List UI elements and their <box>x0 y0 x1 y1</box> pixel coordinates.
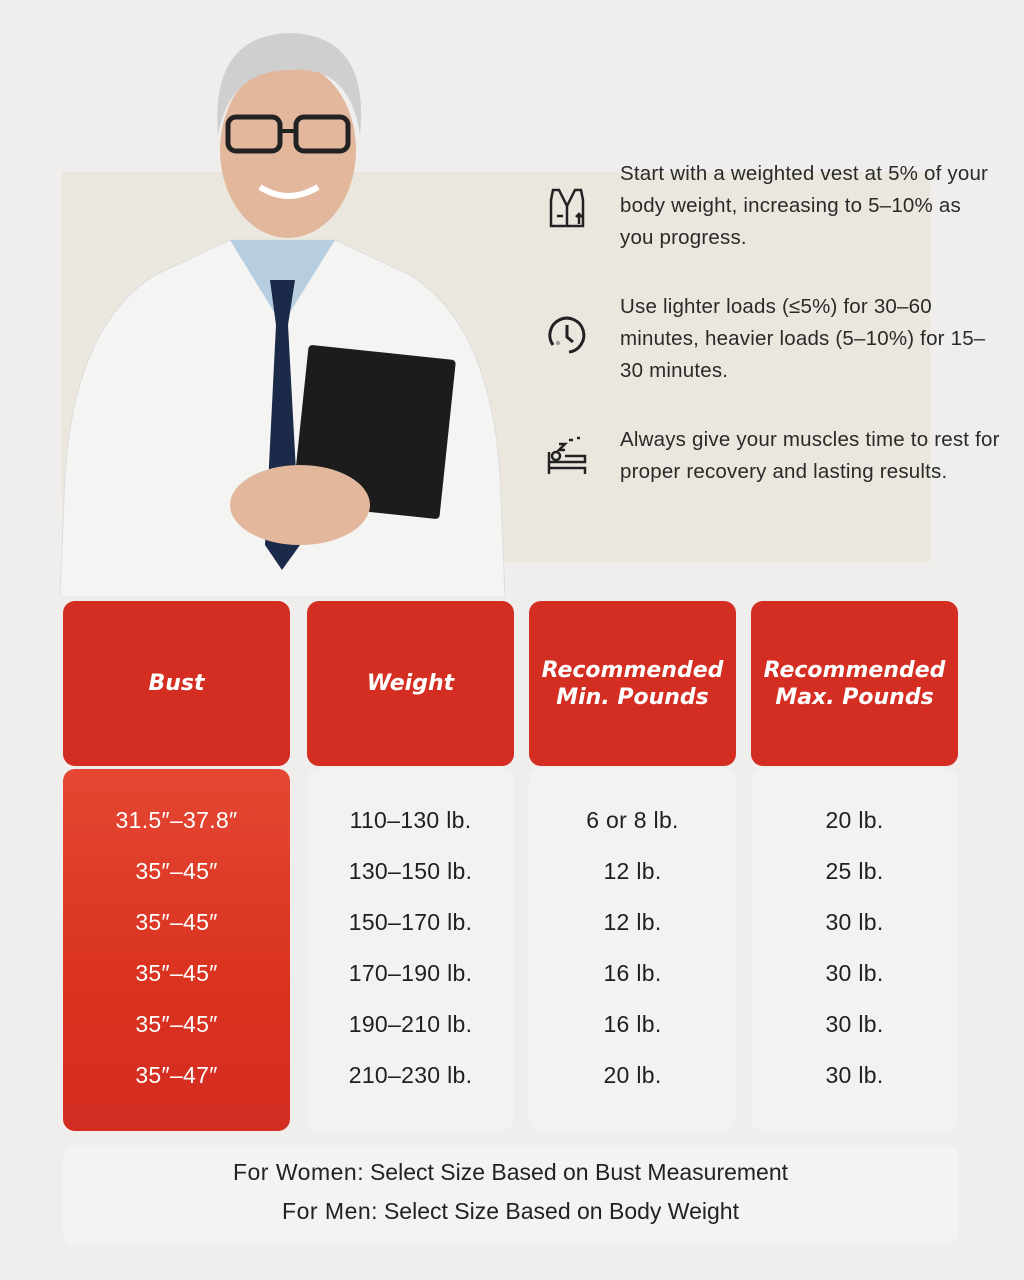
column-min-pounds: 6 or 8 lb. 12 lb. 12 lb. 16 lb. 16 lb. 20 lb. <box>529 769 736 1131</box>
tip-text: Always give your muscles time to rest fo… <box>620 428 1000 483</box>
note-text: : Select Size Based on Bust Measurement <box>357 1159 789 1185</box>
weighted-vest-icon <box>549 188 585 228</box>
note-label: For Women <box>232 1159 358 1185</box>
size-guide-note: For Women: Select Size Based on Bust Mea… <box>63 1145 958 1245</box>
table-cell: 30 lb. <box>825 1062 884 1088</box>
table-cell: 35″–47″ <box>135 1062 218 1088</box>
note-label: For Men <box>282 1198 372 1224</box>
table-cell: 35″–45″ <box>135 1011 218 1037</box>
table-cell: 20 lb. <box>603 1062 662 1088</box>
header-min-pounds: Recommended Min. Pounds <box>529 601 736 766</box>
note-text: : Select Size Based on Body Weight <box>371 1198 739 1224</box>
table-cell: 30 lb. <box>825 960 884 986</box>
clock-icon <box>548 316 586 354</box>
table-cell: 35″–45″ <box>135 960 218 986</box>
table-cell: 190–210 lb. <box>348 1011 473 1037</box>
table-cell: 30 lb. <box>825 1011 884 1037</box>
table-cell: 31.5″–37.8″ <box>115 807 238 833</box>
table-cell: 12 lb. <box>603 858 662 884</box>
header-label: Bust <box>148 671 205 696</box>
table-cell: 20 lb. <box>825 807 884 833</box>
header-label: Recommended Max. Pounds <box>763 657 946 710</box>
table-cell: 6 or 8 lb. <box>586 807 679 833</box>
header-label: Weight <box>366 671 455 696</box>
table-cell: 130–150 lb. <box>348 858 473 884</box>
table-cell: 30 lb. <box>825 909 884 935</box>
table-cell: 150–170 lb. <box>348 909 473 935</box>
tip-text: Start with a weighted vest at 5% of your… <box>620 162 989 249</box>
doctor-photo <box>60 33 505 597</box>
column-weight: 110–130 lb. 130–150 lb. 150–170 lb. 170–190… <box>307 769 514 1131</box>
table-cell: 210–230 lb. <box>348 1062 473 1088</box>
table-cell: 35″–45″ <box>135 858 218 884</box>
table-cell: 25 lb. <box>825 858 884 884</box>
table-cell: 110–130 lb. <box>349 807 472 833</box>
tip-text: Use lighter loads (≤5%) for 30–60 minute… <box>620 295 986 382</box>
table-cell: 35″–45″ <box>135 909 218 935</box>
table-cell: 16 lb. <box>603 960 662 986</box>
table-cell: 12 lb. <box>603 909 662 935</box>
note-women: For Women: Select Size Based on Bust Mea… <box>63 1159 958 1186</box>
column-max-pounds: 20 lb. 25 lb. 30 lb. 30 lb. 30 lb. 30 lb. <box>751 769 958 1131</box>
column-bust: 31.5″–37.8″ 35″–45″ 35″–45″ 35″–45″ 35″–45″ 3… <box>63 769 290 1131</box>
note-men: For Men: Select Size Based on Body Weigh… <box>63 1198 958 1225</box>
header-weight: Weight <box>307 601 514 766</box>
bed-sleep-icon <box>547 436 587 474</box>
header-bust: Bust <box>63 601 290 766</box>
header-max-pounds: Recommended Max. Pounds <box>751 601 958 766</box>
header-label: Recommended Min. Pounds <box>541 657 724 710</box>
table-cell: 16 lb. <box>603 1011 662 1037</box>
table-cell: 170–190 lb. <box>348 960 473 986</box>
